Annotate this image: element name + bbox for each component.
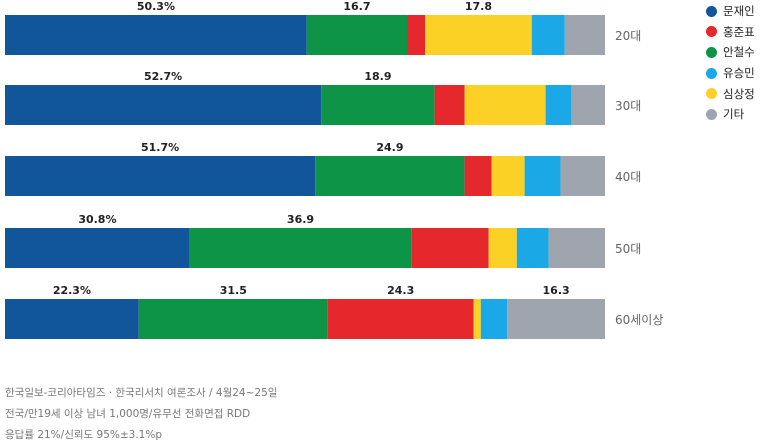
category-label: 30대	[615, 99, 641, 113]
legend-label: 안철수	[723, 45, 755, 60]
legend-swatch	[706, 26, 717, 38]
stacked-bar-chart: 50.3% 16.7 17.8 20대 52.7% 18.9 30대 51.7% 24.9 40대…	[5, 0, 663, 339]
legend-item-hong-jun-pyo: 홍준표	[706, 22, 755, 43]
legend-swatch	[706, 108, 717, 120]
bar-segment	[488, 228, 517, 268]
data-label: 22.3%	[53, 284, 91, 297]
category-label: 40대	[615, 170, 641, 184]
category-label: 20대	[615, 29, 641, 43]
legend-label: 심상정	[723, 86, 755, 101]
bar-segment	[315, 156, 465, 196]
bar-segment	[560, 156, 605, 196]
legend: 문재인 홍준표 안철수 유승민 심상정 기타	[706, 1, 755, 125]
bar-segment	[5, 156, 316, 196]
data-label: 50.3%	[137, 0, 175, 13]
bar-segment	[473, 299, 481, 339]
data-label: 24.9	[376, 141, 403, 154]
data-label: 31.5	[220, 284, 247, 297]
category-label: 60세이상	[615, 313, 663, 327]
data-label: 16.7	[343, 0, 370, 13]
bar-segment	[507, 299, 605, 339]
data-label: 36.9	[287, 213, 314, 226]
bar-segment	[464, 85, 546, 125]
bar-segment	[464, 156, 492, 196]
data-label: 18.9	[364, 70, 391, 83]
category-label: 50대	[615, 242, 641, 256]
legend-label: 문재인	[723, 4, 755, 19]
legend-item-other: 기타	[706, 104, 755, 125]
bar-segment	[5, 85, 322, 125]
bar-segment	[548, 228, 605, 268]
bar-segment	[480, 299, 508, 339]
bar-segment	[411, 228, 489, 268]
bar-segment	[407, 15, 425, 55]
legend-swatch	[706, 67, 717, 79]
bar-segment	[516, 228, 549, 268]
legend-item-moon-jae-in: 문재인	[706, 1, 755, 22]
legend-label: 유승민	[723, 66, 755, 81]
legend-label: 기타	[723, 107, 745, 122]
footnote-line: 전국/만19세 이상 남녀 1,000명/유무선 전화면접 RDD	[5, 408, 251, 420]
legend-item-yoo-seung-min: 유승민	[706, 63, 755, 84]
bar-segment	[306, 15, 407, 55]
data-label: 17.8	[465, 0, 492, 13]
bar-segment	[531, 15, 565, 55]
bar-segment	[434, 85, 465, 125]
bar-segment	[425, 15, 532, 55]
source-footnote: 한국일보-코리아타임즈 · 한국리서치 여론조사 / 4월24~25일 전국/만…	[5, 383, 277, 446]
bar-segment	[5, 299, 139, 339]
bar-segment	[564, 15, 605, 55]
footnote-line: 응답률 21%/신뢰도 95%±3.1%p	[5, 429, 162, 441]
data-label: 16.3	[543, 284, 570, 297]
bar-segment	[545, 85, 572, 125]
legend-swatch	[706, 46, 717, 58]
data-label: 24.3	[387, 284, 414, 297]
bar-segment	[5, 15, 307, 55]
legend-label: 홍준표	[723, 24, 755, 39]
data-label: 51.7%	[141, 141, 179, 154]
bar-segment	[524, 156, 561, 196]
bar-segment	[327, 299, 474, 339]
bar-segment	[571, 85, 605, 125]
footnote-line: 한국일보-코리아타임즈 · 한국리서치 여론조사 / 4월24~25일	[5, 387, 278, 399]
bar-segment	[189, 228, 412, 268]
legend-swatch	[706, 5, 717, 17]
bar-segment	[321, 85, 435, 125]
data-label: 30.8%	[78, 213, 116, 226]
legend-swatch	[706, 88, 717, 100]
bar-segment	[138, 299, 328, 339]
bar-segment	[491, 156, 525, 196]
bar-segment	[5, 228, 190, 268]
legend-item-ahn-cheol-soo: 안철수	[706, 42, 755, 63]
legend-item-sim-sang-jung: 심상정	[706, 83, 755, 104]
data-label: 52.7%	[144, 70, 182, 83]
